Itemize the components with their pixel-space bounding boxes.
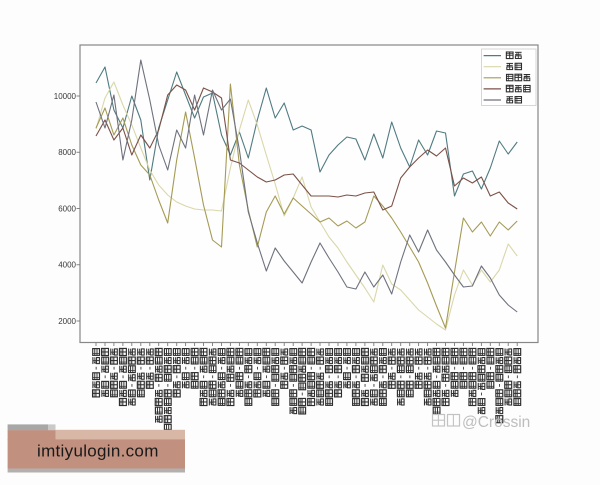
- svg-text:10000: 10000: [54, 92, 77, 101]
- svg-text:6000: 6000: [58, 204, 76, 213]
- svg-text:4000: 4000: [58, 261, 76, 270]
- svg-text:8000: 8000: [58, 148, 76, 157]
- svg-text:imtiyulogin.com: imtiyulogin.com: [37, 441, 159, 460]
- svg-text:@Crossin: @Crossin: [462, 414, 530, 431]
- svg-text:2000: 2000: [58, 317, 76, 326]
